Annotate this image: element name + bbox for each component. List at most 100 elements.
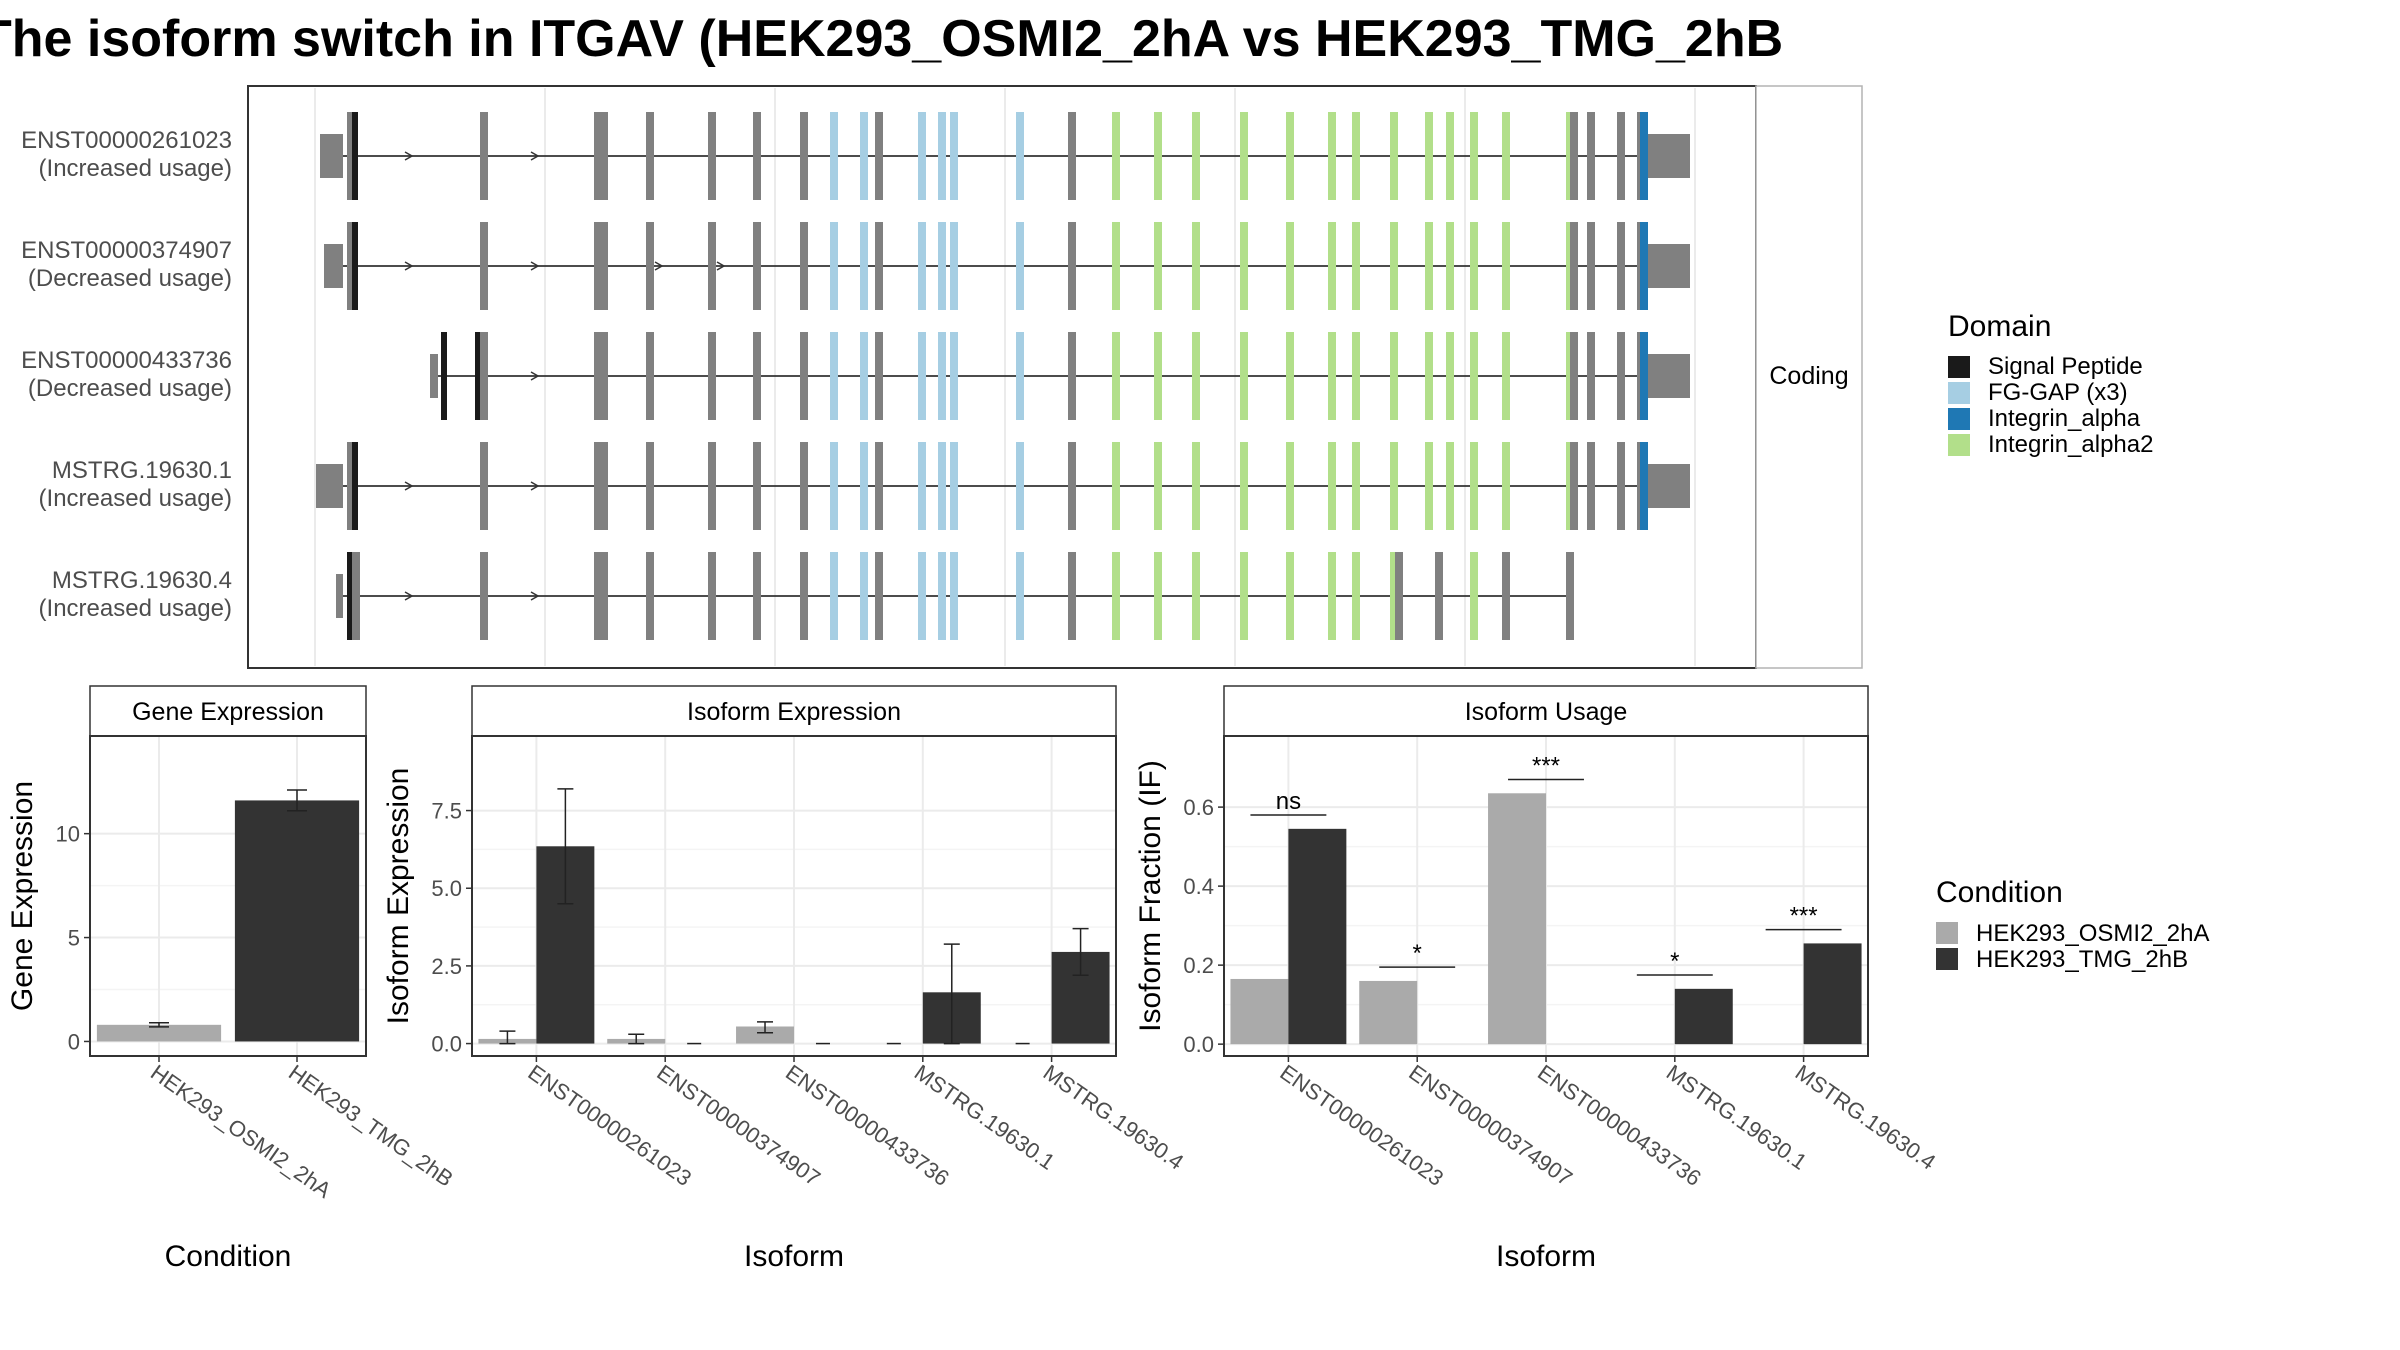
y-tick-label: 0.0 (431, 1032, 462, 1057)
exon-block (1570, 442, 1578, 530)
transcript-usage-label: (Increased usage) (39, 595, 232, 622)
transcript-labels: ENST00000261023(Increased usage)ENST0000… (21, 127, 232, 622)
exon-block (475, 332, 481, 420)
exon-block (646, 222, 654, 310)
panel-border (89, 735, 367, 1057)
utr5-block (336, 574, 343, 618)
exon-block (1068, 112, 1076, 200)
exon-block (1352, 332, 1360, 420)
exon-block (1192, 552, 1200, 640)
exon-block (594, 332, 602, 420)
exon-block (1286, 552, 1294, 640)
exon-block (1016, 112, 1024, 200)
transcript-id-label: ENST00000261023 (21, 127, 232, 154)
domain-legend-label: Integrin_alpha (1988, 405, 2141, 432)
bar (1359, 980, 1418, 1045)
bar (234, 800, 360, 1042)
exon-block (347, 222, 355, 310)
panel-strip (471, 685, 1117, 737)
exon-block (1328, 112, 1336, 200)
exon-block (1068, 332, 1076, 420)
exon-block (860, 332, 868, 420)
exon-block (352, 112, 358, 200)
exon-block (441, 332, 447, 420)
exon-block (1154, 442, 1162, 530)
exon-block (938, 552, 946, 640)
exon-block (1112, 552, 1120, 640)
significance-label: * (1413, 940, 1422, 967)
panel-strip (1223, 685, 1869, 737)
exon-block (1470, 442, 1478, 530)
exon-block (708, 552, 716, 640)
exon-block (830, 332, 838, 420)
exon-block (708, 222, 716, 310)
exon-block (938, 222, 946, 310)
exon-block (1016, 552, 1024, 640)
exon-block (1328, 332, 1336, 420)
exon-block (600, 112, 608, 200)
significance-label: ns (1276, 788, 1301, 815)
transcript-row-MSTRG.19630.4 (336, 552, 1574, 640)
exon-block (1470, 222, 1478, 310)
exon-block (1637, 222, 1640, 310)
strand-arrow (530, 371, 540, 381)
utr3-block (1645, 354, 1690, 398)
exon-block (875, 552, 883, 640)
expression-panels: Gene Expression0510HEK293_OSMI2_2hAHEK29… (6, 685, 1940, 1273)
exon-block (1192, 332, 1200, 420)
exon-block (1640, 112, 1648, 200)
exon-block (1240, 332, 1248, 420)
exon-block (352, 552, 360, 640)
exon-block (1390, 112, 1398, 200)
exon-block (1435, 552, 1443, 640)
exon-block (1390, 332, 1398, 420)
exon-block (1390, 442, 1398, 530)
exon-block (1154, 552, 1162, 640)
exon-block (1016, 222, 1024, 310)
utr3-block (1645, 464, 1690, 508)
exon-block (800, 112, 808, 200)
exon-block (1328, 552, 1336, 640)
exon-block (1154, 112, 1162, 200)
bar (1230, 978, 1289, 1045)
structure-panel-border (247, 85, 1757, 669)
exon-block (1637, 332, 1640, 420)
bar (1674, 988, 1733, 1045)
exon-block (1352, 552, 1360, 640)
significance-label: *** (1790, 903, 1818, 930)
transcript-usage-label: (Increased usage) (39, 485, 232, 512)
utr5-block (316, 464, 343, 508)
transcript-usage-label: (Increased usage) (39, 155, 232, 182)
domain-legend-key (1948, 356, 1970, 378)
exon-block (918, 222, 926, 310)
transcript-id-label: ENST00000433736 (21, 347, 232, 374)
exon-block (1352, 442, 1360, 530)
exon-block (1240, 222, 1248, 310)
condition-legend-key (1936, 922, 1958, 944)
bar (736, 1026, 794, 1044)
bar (1803, 943, 1862, 1045)
exon-block (1637, 442, 1640, 530)
y-tick-label: 2.5 (431, 954, 462, 979)
strand-arrow (404, 151, 414, 161)
exon-block (830, 112, 838, 200)
exon-block (600, 552, 608, 640)
exon-block (1470, 112, 1478, 200)
exon-block (1617, 442, 1625, 530)
exon-block (1446, 442, 1454, 530)
exon-block (1328, 222, 1336, 310)
significance-label: *** (1532, 752, 1560, 779)
exon-block (1446, 332, 1454, 420)
exon-block (1446, 222, 1454, 310)
exon-block (347, 442, 355, 530)
exon-block (1637, 112, 1640, 200)
exon-block (1587, 222, 1595, 310)
exon-block (1390, 552, 1398, 640)
strand-arrow (530, 481, 540, 491)
condition-legend-title: Condition (1936, 876, 2063, 909)
transcript-row-ENST00000433736 (430, 332, 1690, 420)
y-tick-label: 0.6 (1183, 795, 1214, 820)
